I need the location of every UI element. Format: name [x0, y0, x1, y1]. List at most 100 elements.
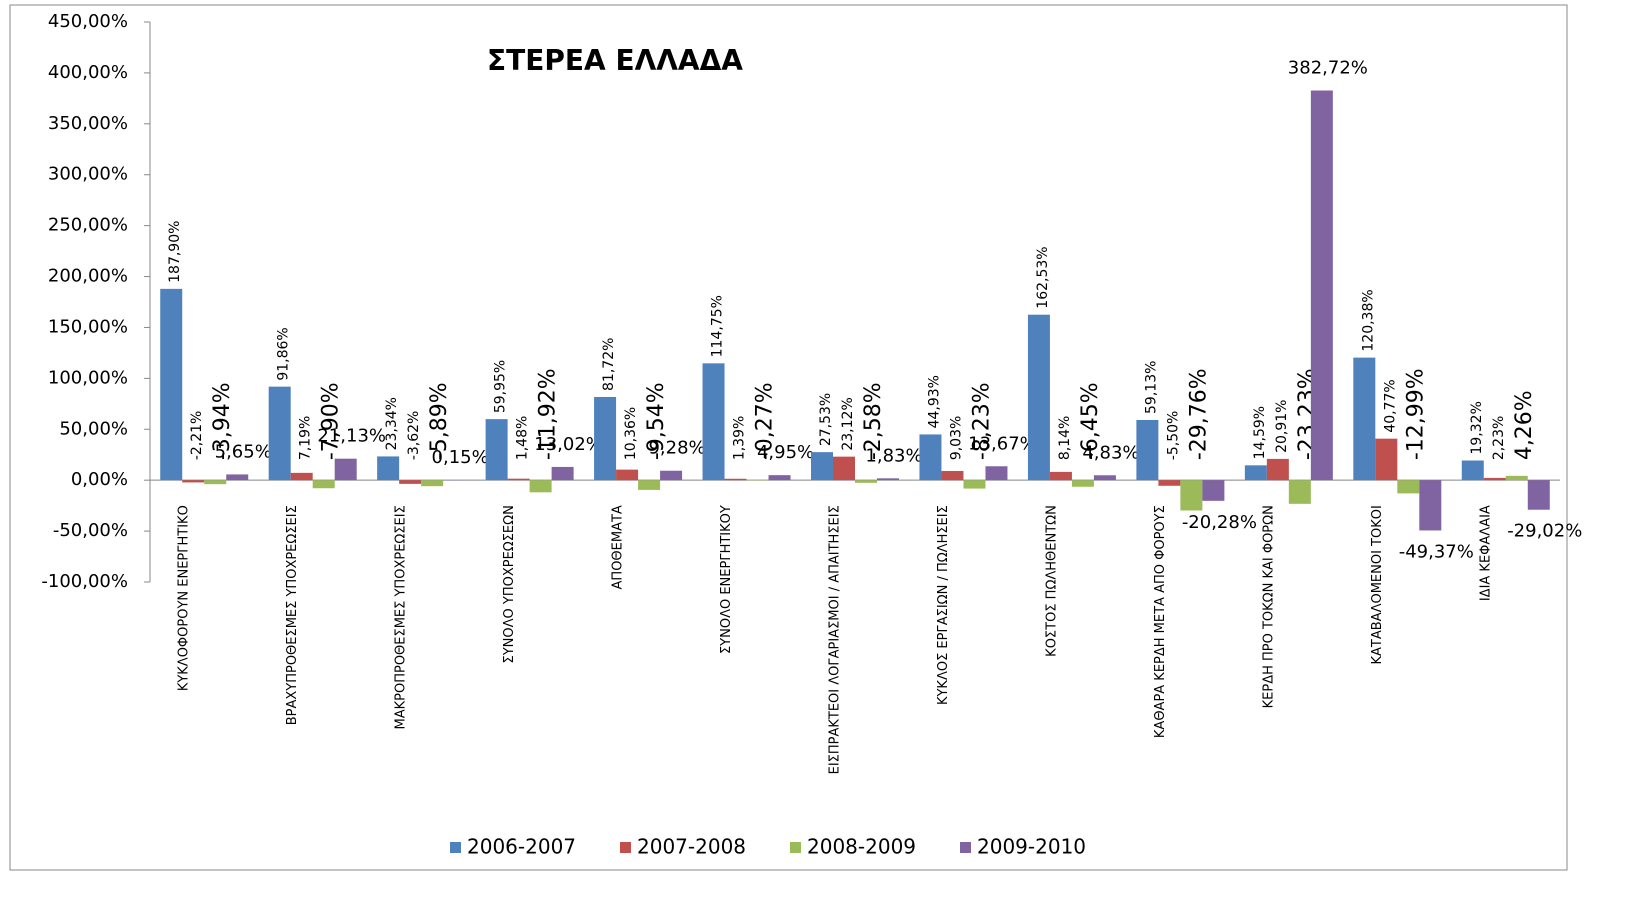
- x-tick-label: ΣΥΝΟΛΟ ΕΝΕΡΓΗΤΙΚΟΥ: [719, 505, 734, 654]
- data-label: 2,23%: [1491, 416, 1507, 460]
- bar: [1266, 458, 1289, 481]
- data-label: 14,59%: [1252, 406, 1268, 459]
- bar: [594, 396, 617, 481]
- bar: [1375, 438, 1398, 481]
- bar: [268, 386, 291, 481]
- data-label: 8,14%: [1057, 416, 1073, 460]
- data-label: 120,38%: [1360, 289, 1376, 351]
- data-label: 4,83%: [1082, 442, 1139, 463]
- bar: [1527, 480, 1550, 510]
- x-tick-label: ΚΑΘΑΡΑ ΚΕΡΔΗ ΜΕΤΑ ΑΠΟ ΦΟΡΟΥΣ: [1153, 505, 1168, 738]
- bar: [1353, 357, 1376, 481]
- bar: [160, 288, 183, 481]
- bar: [702, 363, 725, 481]
- data-label: -0,27%: [753, 382, 778, 460]
- data-label: 40,77%: [1382, 379, 1398, 432]
- bar: [312, 480, 335, 489]
- data-label: 1,48%: [515, 416, 531, 460]
- data-label: -8,23%: [969, 382, 994, 460]
- data-label: -2,21%: [189, 411, 205, 461]
- data-label: 187,90%: [167, 221, 183, 283]
- bar: [182, 480, 205, 483]
- data-label: -12,99%: [1403, 368, 1428, 460]
- y-tick-label: 400,00%: [48, 62, 128, 83]
- data-label: 13,67%: [968, 433, 1037, 454]
- bar: [1483, 477, 1506, 481]
- bar: [1505, 475, 1528, 481]
- data-label: 1,83%: [865, 445, 922, 466]
- data-label: -6,45%: [1078, 382, 1103, 460]
- legend-label: 2008-2009: [807, 835, 916, 859]
- chart-title: ΣΤΕΡΕΑ ΕΛΛΑΔΑ: [487, 44, 743, 77]
- bar: [941, 470, 964, 481]
- legend-label: 2006-2007: [467, 835, 576, 859]
- bar: [507, 478, 530, 481]
- data-label: 4,26%: [1512, 390, 1537, 460]
- x-tick-label: ΚΕΡΔΗ ΠΡΟ ΤΟΚΩΝ ΚΑΙ ΦΟΡΩΝ: [1261, 505, 1276, 708]
- x-tick-label: ΚΟΣΤΟΣ ΠΩΛΗΘΕΝΤΩΝ: [1044, 505, 1059, 657]
- y-tick-label: 350,00%: [48, 113, 128, 134]
- data-label: -29,02%: [1507, 521, 1582, 542]
- data-label: -9,54%: [644, 382, 669, 460]
- data-label: 19,32%: [1469, 401, 1485, 454]
- bar: [1397, 480, 1420, 494]
- data-label: 10,36%: [623, 407, 639, 460]
- bar: [1461, 460, 1484, 481]
- bar: [204, 480, 227, 485]
- data-label: 23,34%: [384, 397, 400, 450]
- bar: [811, 452, 833, 481]
- data-label: 162,53%: [1035, 246, 1051, 308]
- data-label: 27,53%: [818, 393, 834, 446]
- bar: [1244, 465, 1267, 481]
- x-tick-label: ΚΑΤΑΒΑΛΟΜΕΝΟΙ ΤΟΚΟΙ: [1370, 505, 1385, 664]
- y-tick-label: 200,00%: [48, 266, 128, 287]
- bar: [1288, 480, 1311, 504]
- bar: [660, 470, 683, 481]
- bar: [1158, 480, 1181, 486]
- data-label: 81,72%: [601, 338, 617, 391]
- data-label: 44,93%: [926, 375, 942, 428]
- bar: [833, 456, 855, 481]
- data-label: -3,94%: [210, 382, 235, 460]
- legend-swatch: [620, 842, 631, 853]
- data-label: -3,62%: [406, 411, 422, 461]
- bar: [877, 478, 899, 481]
- x-tick-label: ΑΠΟΘΕΜΑΤΑ: [611, 505, 626, 589]
- y-tick-label: 450,00%: [48, 11, 128, 32]
- bar: [638, 480, 661, 490]
- data-label: 4,95%: [757, 442, 814, 463]
- bar: [855, 480, 877, 483]
- data-label: 20,91%: [1274, 400, 1290, 453]
- data-label: -29,76%: [1186, 368, 1211, 460]
- data-label: -11,92%: [536, 368, 561, 460]
- data-label: 9,03%: [948, 416, 964, 460]
- data-label: -2,58%: [861, 382, 886, 460]
- data-label: 59,13%: [1143, 361, 1159, 414]
- x-tick-label: ΙΔΙΑ ΚΕΦΑΛΑΙΑ: [1478, 505, 1493, 601]
- y-tick-label: 250,00%: [48, 215, 128, 236]
- x-tick-label: ΒΡΑΧΥΠΡΟΘΕΣΜΕΣ ΥΠΟΧΡΕΩΣΕΙΣ: [285, 505, 300, 725]
- y-tick-label: 150,00%: [48, 316, 128, 337]
- x-tick-label: ΜΑΚΡΟΠΡΟΘΕΣΜΕΣ ΥΠΟΧΡΕΩΣΕΙΣ: [394, 505, 409, 729]
- bar: [1310, 90, 1333, 481]
- data-label: -5,89%: [427, 382, 452, 460]
- x-tick-label: ΕΙΣΠΡΑΚΤΕΟΙ ΛΟΓΑΡΙΑΣΜΟΙ / ΑΠΑΙΤΗΣΕΙΣ: [828, 505, 843, 774]
- legend-swatch: [960, 842, 971, 853]
- bar: [1027, 314, 1050, 481]
- data-label: 1,39%: [732, 416, 748, 460]
- legend-label: 2007-2008: [637, 835, 746, 859]
- bar: [1093, 475, 1116, 481]
- bar: [768, 475, 791, 481]
- bar: [1049, 471, 1072, 481]
- y-tick-label: -50,00%: [53, 520, 128, 541]
- bar: [1419, 480, 1442, 531]
- x-tick-label: ΚΥΚΛΟΦΟΡΟΥΝ ΕΝΕΡΓΗΤΙΚΟ: [177, 505, 192, 691]
- bar: [1180, 480, 1203, 511]
- legend-swatch: [450, 842, 461, 853]
- bar: [724, 478, 747, 481]
- data-label: -7,90%: [319, 382, 344, 460]
- bar: [551, 466, 574, 481]
- data-label: 0,15%: [432, 447, 489, 468]
- data-label: 7,19%: [298, 416, 314, 460]
